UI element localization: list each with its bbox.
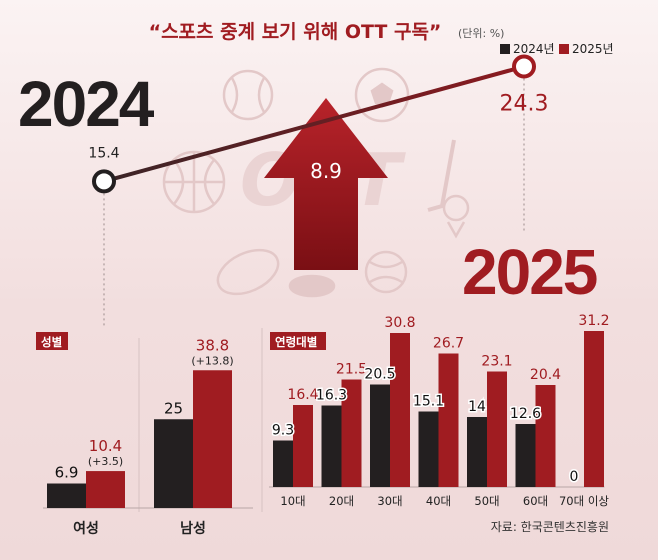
golf-tee-icon (446, 221, 466, 239)
change-label: (+13.8) (191, 354, 233, 367)
bar-2024 (370, 384, 390, 487)
data-label-2024: 25 (164, 399, 183, 417)
age-bar-chart: 연령대별 9.3 16.4 10대 16.3 21.5 20대 20.5 30.8 30대 15.1… (269, 313, 610, 508)
page-title: “스포츠 중계 보기 위해 OTT 구독” (149, 21, 442, 43)
legend: 2024년 2025년 (500, 42, 614, 56)
basketball-lines-icon (164, 152, 224, 212)
source-note: 자료: 한국콘텐츠진흥원 (491, 520, 609, 534)
football-icon (216, 248, 280, 296)
section-label: 성별 (41, 335, 62, 349)
category-label: 30대 (377, 494, 402, 508)
bar-2025 (341, 379, 362, 487)
bar-2024 (467, 417, 487, 487)
bar-2025 (293, 405, 313, 487)
unit-note: (단위: %) (458, 27, 504, 40)
category-label: 여성 (73, 520, 99, 537)
section-label: 연령대별 (275, 335, 317, 349)
category-label: 40대 (426, 494, 451, 508)
soccer-patch-icon (370, 82, 394, 105)
point-2025 (512, 54, 536, 79)
data-label-2024: 20.5 (364, 367, 395, 383)
legend-label-2024: 2024년 (513, 42, 555, 56)
bar-2025 (193, 370, 232, 508)
baseball-icon (222, 69, 274, 121)
tennis-seam-icon (369, 260, 403, 284)
bar-2025 (438, 353, 459, 487)
legend-swatch-2025 (559, 44, 569, 54)
category-label: 20대 (329, 494, 354, 508)
data-label-2024: 16.3 (316, 388, 347, 404)
section-badge (36, 332, 68, 350)
tennis-ball-icon (364, 250, 408, 294)
golf-club-icon (427, 139, 456, 212)
data-label-2024: 15.1 (413, 394, 444, 410)
year-2025-label: 2025 (462, 236, 597, 308)
data-label-2025: 23.1 (481, 354, 512, 370)
data-label-2025: 20.4 (530, 367, 561, 383)
data-label-2025: 10.4 (89, 437, 122, 455)
data-label-2025: 30.8 (384, 315, 415, 331)
category-label: 70대 이상 (559, 494, 609, 508)
overall-trend-chart: 2024 2025 15.4 24.3 8.9 (18, 54, 599, 326)
category-label: 10대 (280, 494, 305, 508)
data-label-2024: 12.6 (510, 406, 541, 422)
bar-2025 (390, 333, 410, 487)
category-label: 남성 (180, 520, 206, 537)
data-label-2024: 9.3 (272, 423, 294, 439)
bar-2024 (321, 405, 342, 487)
trend-line (103, 64, 525, 184)
bar-2024 (154, 419, 193, 508)
bar-2025 (86, 471, 125, 508)
bar-2025 (584, 331, 604, 487)
category-label: 50대 (474, 494, 499, 508)
value-label-2025: 24.3 (500, 92, 549, 117)
value-label-2024: 15.4 (88, 145, 119, 161)
legend-label-2025: 2025년 (572, 42, 614, 56)
golf-ball-icon (442, 194, 470, 222)
year-2024-label: 2024 (18, 68, 155, 140)
data-label-2024: 14 (468, 399, 486, 415)
baseball-seam-icon (230, 77, 266, 113)
change-label: 8.9 (310, 159, 342, 183)
bar-2024 (418, 411, 439, 487)
bar-2025 (535, 385, 556, 487)
data-label-2025: 16.4 (287, 387, 318, 403)
category-label: 60대 (523, 494, 548, 508)
hockey-puck-icon (288, 274, 336, 298)
data-label-2024: 0 (570, 469, 579, 485)
data-label-2025: 21.5 (336, 362, 367, 378)
data-label-2025: 38.8 (196, 336, 229, 354)
change-label: (+3.5) (88, 455, 123, 468)
gender-bar-chart: 성별 6.9 10.4(+3.5) 여성 25 38.8(+13.8) 남성 (36, 332, 253, 537)
bar-2024 (515, 424, 536, 487)
bar-2025 (487, 371, 507, 487)
section-badge (270, 332, 326, 350)
data-label-2024: 6.9 (55, 464, 79, 482)
data-label-2025: 31.2 (578, 313, 609, 329)
soccer-ball-icon (354, 67, 410, 123)
bar-2024 (47, 483, 86, 508)
bar-2024 (273, 440, 293, 487)
point-2024 (92, 169, 116, 194)
data-label-2025: 26.7 (433, 336, 464, 352)
legend-swatch-2024 (500, 44, 510, 54)
increase-arrow (264, 98, 388, 270)
